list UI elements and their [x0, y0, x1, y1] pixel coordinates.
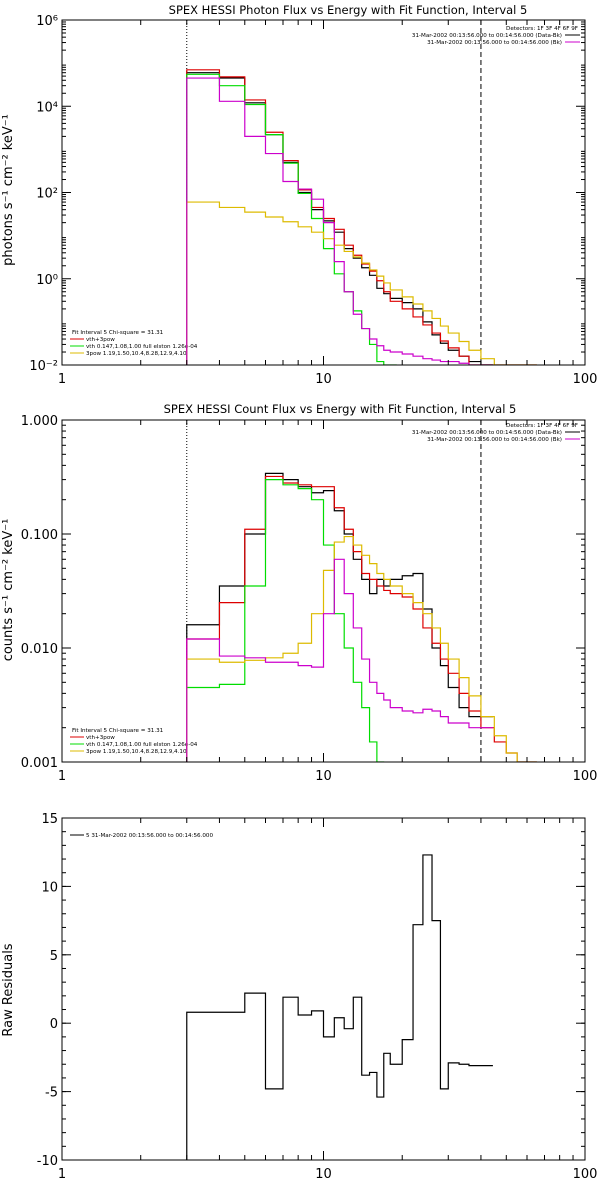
y-tick-label: 10⁰ [36, 273, 58, 288]
plot-area-2 [186, 854, 493, 1160]
y-tick-label: 10 [41, 880, 58, 895]
photon-detectors-label: Detectors: 1F 3F 4F 6F 9F [506, 26, 578, 32]
y-tick-label: 15 [41, 812, 58, 827]
plot-area-0 [186, 20, 537, 365]
count-header-bk: 31-Mar-2002 00:13:56.000 to 00:14:56.000… [427, 437, 562, 443]
series-data [186, 472, 493, 762]
residuals-panel: Raw Residuals 5 31-Mar-2002 00:13:56.000… [1, 812, 597, 1182]
series-thermal [186, 73, 397, 365]
x-tick-label: 100 [573, 1167, 598, 1182]
photon-legend-thermal: vth 0.147,1.08,1.00 full elston 1.26e-04 [86, 344, 198, 350]
ticks-0 [61, 19, 586, 366]
count-flux-panel: SPEX HESSI Count Flux vs Energy with Fit… [1, 402, 597, 784]
x-tick-label: 10 [315, 1167, 332, 1182]
count-title: SPEX HESSI Count Flux vs Energy with Fit… [164, 402, 517, 416]
series-fit_total [186, 475, 537, 762]
y-tick-label: -5 [45, 1086, 58, 1101]
photon-y-axis-label: photons s⁻¹ cm⁻² keV⁻¹ [1, 114, 16, 266]
residuals-legend: 5 31-Mar-2002 00:13:56.000 to 00:14:56.0… [86, 833, 213, 839]
y-tick-label: 1.000 [21, 414, 58, 429]
y-tick-label: -10 [37, 1154, 58, 1169]
photon-legend-power: 3pow 1.19,1.50,10.4,8.28,12.9,4.10 [86, 351, 187, 357]
series-residuals [186, 854, 493, 1160]
series-power [186, 535, 537, 762]
x-tick-label: 10 [315, 769, 332, 784]
y-tick-label: 0.001 [21, 756, 58, 771]
photon-fit-header: Fit Interval 5 Chi-square = 31.31 [72, 330, 164, 336]
photon-header-bk: 31-Mar-2002 00:13:56.000 to 00:14:56.000… [427, 40, 562, 46]
x-tick-label: 100 [573, 372, 598, 387]
x-tick-label: 1 [58, 372, 66, 387]
photon-title: SPEX HESSI Photon Flux vs Energy with Fi… [169, 3, 528, 17]
ticks-2 [61, 817, 586, 1161]
count-legend-power: 3pow 1.19,1.50,10.4,8.28,12.9,4.10 [86, 749, 187, 755]
y-tick-label: 10² [36, 187, 58, 202]
series-thermal [186, 479, 385, 762]
y-tick-label: 0.010 [21, 642, 58, 657]
count-y-axis-label: counts s⁻¹ cm⁻² keV⁻¹ [1, 519, 16, 662]
series-background [186, 77, 493, 365]
count-legend-thermal: vth 0.147,1.08,1.00 full elston 1.26e-04 [86, 742, 198, 748]
count-detectors-label: Detectors: 1F 3F 4F 6F 9F [506, 423, 578, 429]
x-tick-label: 1 [58, 769, 66, 784]
y-tick-label: 0.100 [21, 528, 58, 543]
photon-header-data-bk: 31-Mar-2002 00:13:56.000 to 00:14:56.000… [412, 33, 562, 39]
x-tick-label: 10 [315, 372, 332, 387]
y-tick-label: 5 [50, 949, 58, 964]
y-tick-label: 10⁴ [36, 100, 58, 115]
y-tick-label: 10⁻² [29, 359, 58, 374]
y-tick-label: 10⁶ [36, 14, 58, 29]
series-background [186, 558, 493, 762]
count-legend-total: vth+3pow [86, 735, 115, 741]
y-tick-label: 0 [50, 1017, 58, 1032]
photon-flux-panel: SPEX HESSI Photon Flux vs Energy with Fi… [1, 3, 597, 387]
x-tick-label: 100 [573, 769, 598, 784]
count-fit-header: Fit Interval 5 Chi-square = 31.31 [72, 728, 164, 734]
x-tick-label: 1 [58, 1167, 66, 1182]
ticks-1 [61, 419, 586, 763]
count-header-data-bk: 31-Mar-2002 00:13:56.000 to 00:14:56.000… [412, 430, 562, 436]
plot-area-1 [186, 420, 537, 762]
residuals-y-axis-label: Raw Residuals [1, 943, 16, 1036]
series-power [186, 201, 537, 365]
photon-legend-total: vth+3pow [86, 337, 115, 343]
